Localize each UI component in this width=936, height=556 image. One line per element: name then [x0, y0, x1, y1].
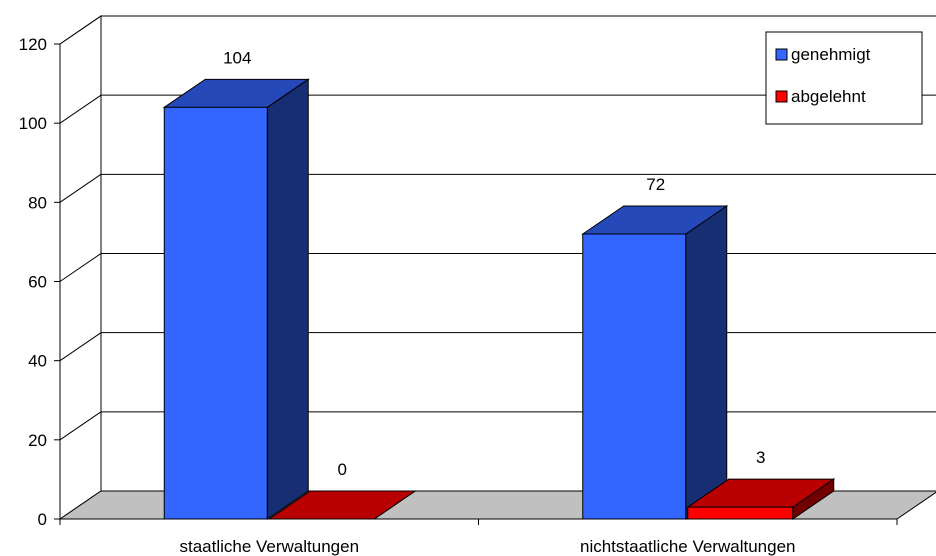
x-tick-label: nichtstaatliche Verwaltungen — [580, 537, 795, 556]
y-tick-label: 0 — [38, 510, 47, 529]
bar-top — [267, 490, 417, 520]
y-tick-label: 100 — [19, 114, 47, 133]
bar-genehmigt-nichtstaatliche-verwaltungen — [581, 205, 729, 520]
y-tick-label: 80 — [28, 193, 47, 212]
x-tick-label: staatliche Verwaltungen — [179, 537, 359, 556]
bar-abgelehnt-staatliche-verwaltungen — [267, 490, 417, 520]
bar-abgelehnt-nichtstaatliche-verwaltungen — [686, 478, 836, 520]
y-tick-label: 20 — [28, 431, 47, 450]
legend-box — [765, 31, 923, 125]
bar-front — [582, 233, 687, 520]
data-label: 0 — [338, 460, 347, 479]
legend-swatch-abgelehnt — [775, 90, 788, 103]
side-gridline-60 — [59, 253, 102, 282]
data-label: 72 — [646, 175, 665, 194]
data-label: 3 — [756, 448, 765, 467]
bar-front — [687, 506, 794, 520]
legend-swatch-genehmigt — [775, 48, 788, 61]
legend: genehmigt abgelehnt — [765, 31, 923, 125]
y-tick-label: 60 — [28, 273, 47, 292]
data-label: 104 — [223, 48, 251, 67]
labels: staatliche Verwaltungen nichtstaatliche V… — [179, 48, 795, 556]
bar-side — [266, 78, 309, 520]
side-gridline-40 — [59, 332, 102, 362]
side-gridline-100 — [59, 94, 102, 124]
bar-genehmigt-staatliche-verwaltungen — [162, 78, 310, 520]
side-gridline-120 — [59, 15, 102, 45]
bars — [162, 78, 836, 520]
side-gridline-20 — [59, 411, 102, 441]
legend-label-abgelehnt: abgelehnt — [791, 87, 866, 106]
y-tick-label: 40 — [28, 352, 47, 371]
legend-label-genehmigt: genehmigt — [791, 45, 871, 64]
bar-front — [163, 106, 268, 520]
bar-side — [685, 205, 728, 520]
y-tick-label: 120 — [19, 35, 47, 54]
side-gridline-80 — [59, 173, 102, 203]
